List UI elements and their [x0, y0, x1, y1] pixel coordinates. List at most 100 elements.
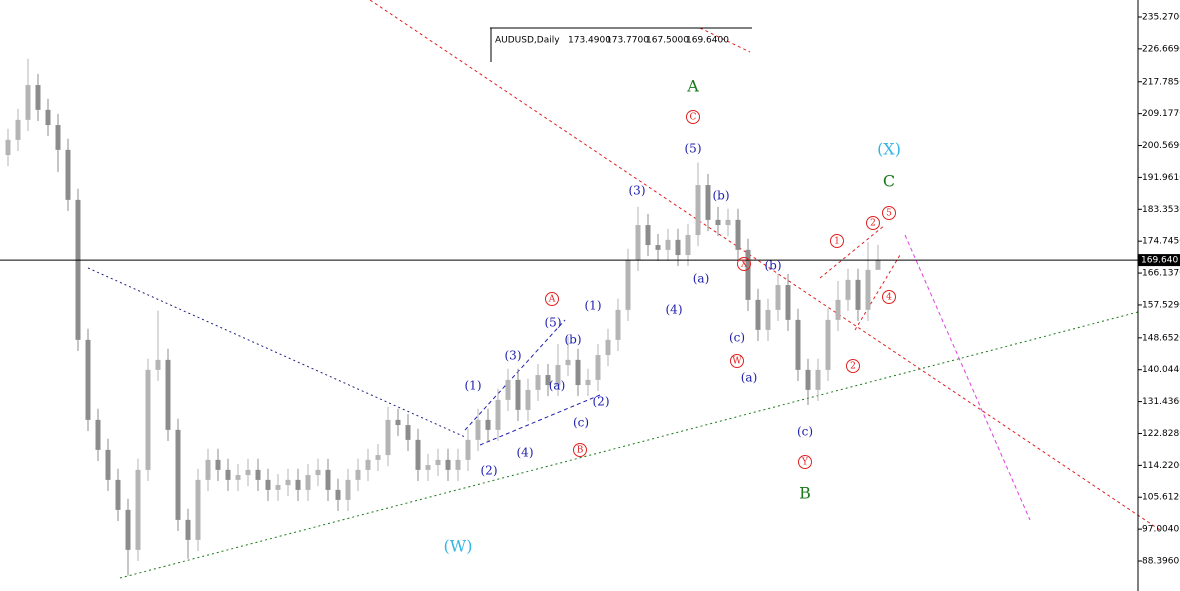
candle-body: [395, 419, 401, 426]
candle-body: [765, 309, 771, 330]
channel-line: [464, 319, 566, 431]
candle-body: [595, 355, 601, 380]
candle-body: [135, 469, 141, 550]
wave-label: A: [548, 295, 556, 305]
candle-body: [65, 149, 71, 200]
header: AUDUSD,Daily 173.4900 173.7700 167.5000 …: [495, 36, 729, 46]
candle-body: [215, 459, 221, 470]
candle-body: [95, 419, 101, 450]
wave-circle: [545, 292, 559, 306]
candle-body: [865, 269, 871, 310]
candle-body: [5, 139, 11, 156]
candle-body: [25, 85, 31, 120]
candle-body: [195, 479, 201, 540]
candle-body: [615, 309, 621, 340]
candle-body: [35, 85, 41, 110]
wave-label: 5: [886, 209, 892, 219]
candle-body: [745, 249, 751, 300]
wave-label: X: [741, 260, 748, 270]
wave-label: 4: [886, 293, 892, 303]
candle-body: [45, 109, 51, 126]
y-tick-label: 97.0040: [1142, 525, 1179, 535]
candle-body: [335, 489, 341, 500]
wave-label: 2: [870, 219, 876, 229]
trendline: [87, 267, 466, 438]
candle-body: [285, 479, 291, 486]
candle-body: [225, 469, 231, 480]
trendline: [119, 311, 1139, 579]
wave-label: (5): [685, 142, 702, 156]
channel-line: [819, 224, 886, 279]
candle-body: [875, 260, 881, 270]
wave-label: (4): [666, 303, 683, 317]
y-tick-label: 88.3960: [1142, 557, 1179, 567]
candle-body: [815, 369, 821, 390]
header-symbol: AUDUSD,Daily: [495, 36, 560, 46]
candle-body: [585, 379, 591, 386]
y-tick-label: 148.6520: [1142, 333, 1180, 343]
trendline: [904, 234, 1031, 521]
candle-body: [775, 285, 781, 310]
wave-label: (4): [517, 446, 534, 460]
wave-circle: [798, 455, 812, 469]
header-high: 173.7700: [606, 36, 649, 46]
candle-body: [105, 449, 111, 480]
candle-body: [255, 469, 261, 480]
wave-label: (1): [465, 379, 482, 393]
candle-body: [435, 459, 441, 466]
channel-line: [479, 394, 601, 446]
y-tick-label: 131.4360: [1142, 397, 1180, 407]
wave-label: 1: [834, 237, 840, 247]
candle-body: [605, 339, 611, 356]
candle-body: [805, 369, 811, 390]
y-tick-label: 114.2200: [1142, 461, 1180, 471]
wave-label: C: [883, 172, 895, 191]
wave-circle: [686, 110, 700, 124]
wave-label: (W): [444, 537, 473, 556]
candle-body: [635, 225, 641, 260]
wave-circle: [737, 257, 751, 271]
candle-body: [555, 365, 561, 386]
wave-label: (5): [545, 316, 562, 330]
y-tick-label: 140.0440: [1142, 365, 1180, 375]
candle-body: [735, 219, 741, 250]
y-tick-label: 174.7450: [1142, 237, 1180, 247]
candle-body: [385, 419, 391, 456]
candle-body: [465, 439, 471, 460]
candle-body: [855, 279, 861, 310]
candle-body: [185, 519, 191, 540]
candle-body: [445, 459, 451, 470]
candle-body: [365, 459, 371, 470]
candle-body: [145, 369, 151, 470]
candle-body: [125, 509, 131, 550]
candle-body: [505, 379, 511, 400]
candle-body: [535, 375, 541, 390]
wave-circle: [730, 354, 744, 368]
candle-body: [155, 359, 161, 370]
wave-label: (b): [564, 333, 581, 347]
wave-circle: [846, 359, 860, 373]
candle-body: [695, 185, 701, 236]
wave-label: (b): [712, 189, 729, 203]
candle-body: [475, 419, 481, 440]
candle-body: [165, 359, 171, 430]
y-tick-label: 200.5690: [1142, 141, 1180, 151]
y-tick-label: 209.1770: [1142, 109, 1180, 119]
wave-circle: [830, 234, 844, 248]
candle-body: [685, 235, 691, 256]
candle-body: [825, 319, 831, 370]
y-tick-label: 191.9610: [1142, 173, 1180, 183]
wave-circle: [882, 290, 896, 304]
candle-body: [345, 479, 351, 500]
candle-body: [565, 359, 571, 366]
wave-label: (X): [877, 140, 901, 159]
candle-body: [235, 475, 241, 480]
candle-body: [715, 219, 721, 226]
y-tick-label: 226.6690: [1142, 44, 1180, 54]
candle-body: [485, 419, 491, 430]
candle-body: [525, 389, 531, 410]
candle-body: [355, 469, 361, 480]
header-low: 167.5000: [646, 36, 689, 46]
wave-label: A: [686, 77, 699, 96]
